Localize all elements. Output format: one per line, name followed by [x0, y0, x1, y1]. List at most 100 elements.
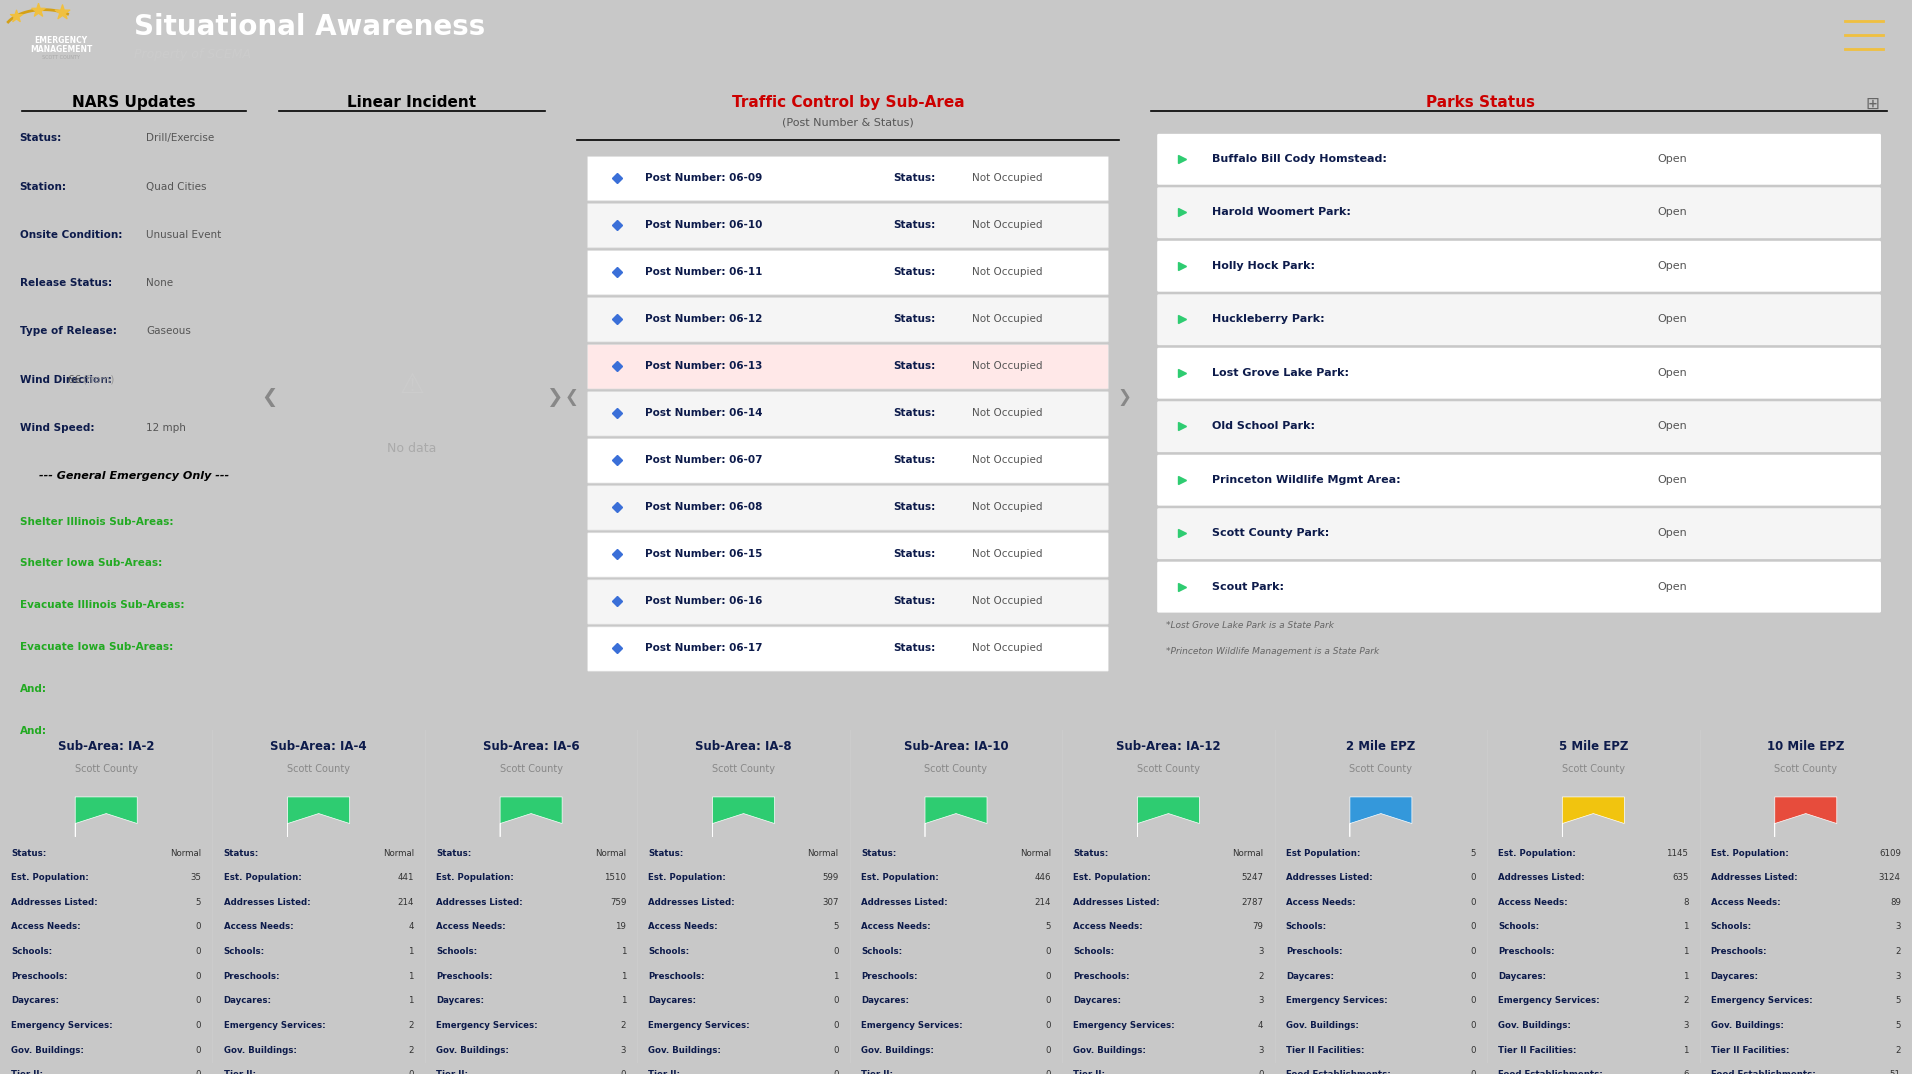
Text: Access Needs:: Access Needs:: [11, 923, 80, 931]
FancyBboxPatch shape: [1157, 294, 1881, 345]
Text: Open: Open: [1658, 207, 1686, 217]
Text: 0: 0: [195, 947, 201, 956]
Text: ❮: ❮: [262, 388, 277, 407]
Text: 1: 1: [409, 947, 413, 956]
Text: 1: 1: [621, 947, 627, 956]
Text: Emergency Services:: Emergency Services:: [860, 1021, 962, 1030]
Text: Addresses Listed:: Addresses Listed:: [436, 898, 522, 906]
Text: Schools:: Schools:: [1711, 923, 1751, 931]
Text: Status:: Status:: [860, 848, 897, 857]
Text: Huckleberry Park:: Huckleberry Park:: [1212, 314, 1325, 324]
Text: 214: 214: [398, 898, 413, 906]
FancyBboxPatch shape: [587, 627, 1109, 671]
Text: 8: 8: [1683, 898, 1688, 906]
Text: Tier II Facilities:: Tier II Facilities:: [1711, 1046, 1790, 1055]
Text: And:: And:: [19, 684, 46, 694]
Text: No data: No data: [388, 442, 436, 455]
Text: 5: 5: [834, 923, 839, 931]
Text: And:: And:: [19, 726, 46, 736]
Text: 5: 5: [1895, 1021, 1901, 1030]
FancyBboxPatch shape: [587, 392, 1109, 436]
Text: Not Occupied: Not Occupied: [971, 549, 1042, 560]
Text: None: None: [145, 278, 174, 288]
Text: Scott County: Scott County: [925, 764, 987, 773]
Text: Status:: Status:: [893, 173, 935, 183]
Text: Gov. Buildings:: Gov. Buildings:: [1711, 1021, 1784, 1030]
Text: 0: 0: [195, 1046, 201, 1055]
Text: ❮: ❮: [564, 389, 579, 406]
Text: Est. Population:: Est. Population:: [1499, 848, 1575, 857]
Text: Post Number: 06-07: Post Number: 06-07: [644, 455, 763, 465]
Text: Post Number: 06-16: Post Number: 06-16: [644, 596, 763, 607]
Text: Release Status:: Release Status:: [19, 278, 111, 288]
Text: Schools:: Schools:: [1499, 923, 1539, 931]
Text: Status:: Status:: [436, 848, 470, 857]
Text: 635: 635: [1671, 873, 1688, 882]
Text: Normal: Normal: [1233, 848, 1264, 857]
Text: 6: 6: [1683, 1071, 1688, 1074]
Text: Schools:: Schools:: [11, 947, 52, 956]
Text: 2787: 2787: [1241, 898, 1264, 906]
Text: Scott County Park:: Scott County Park:: [1212, 528, 1329, 538]
Text: Scott County: Scott County: [1138, 764, 1201, 773]
Text: Tier II:: Tier II:: [648, 1071, 681, 1074]
Text: 2: 2: [409, 1046, 413, 1055]
Text: Normal: Normal: [170, 848, 201, 857]
FancyBboxPatch shape: [1157, 241, 1881, 292]
Text: Tier II:: Tier II:: [1073, 1071, 1105, 1074]
Text: Est. Population:: Est. Population:: [1073, 873, 1151, 882]
Text: Scott County: Scott County: [499, 764, 562, 773]
Text: Open: Open: [1658, 261, 1686, 271]
Text: Addresses Listed:: Addresses Listed:: [1499, 873, 1585, 882]
Text: 51: 51: [1889, 1071, 1901, 1074]
Text: Status:: Status:: [1073, 848, 1109, 857]
Text: 0: 0: [834, 1046, 839, 1055]
Text: 0: 0: [834, 1021, 839, 1030]
Text: Not Occupied: Not Occupied: [971, 455, 1042, 465]
Text: Emergency Services:: Emergency Services:: [436, 1021, 537, 1030]
Text: Daycares:: Daycares:: [1711, 972, 1759, 981]
Text: Preschools:: Preschools:: [11, 972, 67, 981]
Text: (Post Number & Status): (Post Number & Status): [782, 117, 914, 127]
Text: Schools:: Schools:: [1073, 947, 1115, 956]
Text: Daycares:: Daycares:: [860, 997, 908, 1005]
Polygon shape: [1562, 797, 1625, 837]
Text: 0: 0: [1470, 947, 1476, 956]
Text: Preschools:: Preschools:: [436, 972, 493, 981]
Text: Access Needs:: Access Needs:: [860, 923, 931, 931]
Text: 3124: 3124: [1879, 873, 1901, 882]
Text: Not Occupied: Not Occupied: [971, 173, 1042, 183]
Text: 2: 2: [1683, 997, 1688, 1005]
Text: 0: 0: [1046, 972, 1052, 981]
Text: 0: 0: [1470, 997, 1476, 1005]
Text: ❯: ❯: [1117, 389, 1132, 406]
FancyBboxPatch shape: [587, 580, 1109, 624]
Text: Est. Population:: Est. Population:: [1711, 848, 1788, 857]
Text: ⊞: ⊞: [1866, 95, 1879, 113]
Text: Emergency Services:: Emergency Services:: [648, 1021, 750, 1030]
Text: 3: 3: [1258, 947, 1264, 956]
Text: 4: 4: [1258, 1021, 1264, 1030]
Text: Preschools:: Preschools:: [1499, 947, 1554, 956]
Text: 89: 89: [1889, 898, 1901, 906]
Polygon shape: [75, 797, 138, 837]
Text: 599: 599: [822, 873, 839, 882]
Polygon shape: [1774, 797, 1837, 837]
Text: 0: 0: [834, 1071, 839, 1074]
Text: 0: 0: [195, 1021, 201, 1030]
FancyBboxPatch shape: [1157, 402, 1881, 452]
FancyBboxPatch shape: [587, 345, 1109, 389]
Text: 2: 2: [409, 1021, 413, 1030]
Text: 66: 66: [69, 375, 84, 384]
Text: Status:: Status:: [893, 314, 935, 324]
Text: 1: 1: [1683, 1046, 1688, 1055]
Text: Open: Open: [1658, 528, 1686, 538]
Polygon shape: [287, 797, 350, 837]
Text: Gov. Buildings:: Gov. Buildings:: [1073, 1046, 1145, 1055]
Text: Buffalo Bill Cody Homstead:: Buffalo Bill Cody Homstead:: [1212, 154, 1388, 163]
Text: Wind Direction:: Wind Direction:: [19, 375, 111, 384]
Text: Food Establishments:: Food Establishments:: [1499, 1071, 1602, 1074]
FancyBboxPatch shape: [1157, 508, 1881, 560]
Text: NARS Updates: NARS Updates: [73, 95, 195, 110]
Text: Access Needs:: Access Needs:: [1711, 898, 1780, 906]
